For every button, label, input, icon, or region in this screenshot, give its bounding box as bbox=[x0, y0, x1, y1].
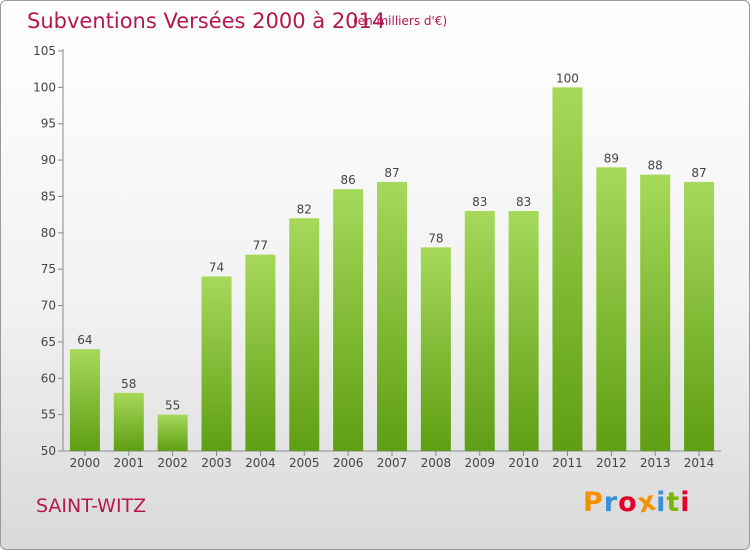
x-tick-label: 2013 bbox=[640, 456, 671, 470]
bar-2002 bbox=[157, 414, 188, 451]
data-label: 82 bbox=[297, 202, 312, 216]
x-tick-label: 2008 bbox=[421, 456, 452, 470]
data-label: 55 bbox=[165, 399, 180, 413]
data-label: 86 bbox=[340, 173, 355, 187]
bars bbox=[69, 87, 715, 452]
axes: 50 55 60 65 70 75 80 85 90 95 100 105 2000 2001 2002 20… bbox=[33, 44, 721, 470]
bar-2013 bbox=[640, 174, 671, 452]
x-tick-label: 2007 bbox=[377, 456, 408, 470]
chart-subtitle: (en milliers d'€) bbox=[353, 14, 448, 28]
bar-2007 bbox=[377, 181, 407, 451]
y-tick-label: 80 bbox=[41, 226, 56, 240]
data-label: 87 bbox=[691, 166, 706, 180]
x-tick-label: 2010 bbox=[508, 456, 539, 470]
y-tick-label: 105 bbox=[33, 44, 56, 58]
data-label: 74 bbox=[209, 260, 224, 274]
x-tick-label: 2000 bbox=[70, 456, 101, 470]
logo-letter: P bbox=[583, 487, 604, 518]
data-label: 58 bbox=[121, 377, 136, 391]
logo-letter: r bbox=[603, 487, 619, 518]
x-tick-label: 2011 bbox=[552, 456, 583, 470]
data-label: 88 bbox=[648, 159, 663, 173]
bar-2012 bbox=[596, 167, 627, 451]
x-tick-label: 2014 bbox=[684, 456, 715, 470]
data-label: 78 bbox=[428, 231, 443, 245]
data-label: 100 bbox=[556, 71, 579, 85]
data-label: 77 bbox=[253, 239, 268, 253]
commune-name: SAINT-WITZ bbox=[36, 495, 147, 517]
y-tick-label: 75 bbox=[41, 262, 56, 276]
bar-2006 bbox=[333, 189, 364, 451]
y-tick-label: 100 bbox=[33, 80, 56, 94]
bar-2005 bbox=[289, 218, 320, 451]
bar-2000 bbox=[69, 349, 100, 451]
y-tick-label: 65 bbox=[41, 335, 56, 349]
x-tick-label: 2012 bbox=[596, 456, 627, 470]
x-tick-label: 2006 bbox=[333, 456, 364, 470]
x-tick-label: 2002 bbox=[157, 456, 188, 470]
x-tick-label: 2001 bbox=[114, 456, 145, 470]
y-tick-label: 60 bbox=[41, 371, 56, 385]
proxiti-logo: Proxiti bbox=[583, 485, 691, 519]
x-tick-label: 2005 bbox=[289, 456, 320, 470]
bar-2001 bbox=[113, 392, 144, 451]
bar-2009 bbox=[464, 211, 495, 451]
y-tick-label: 90 bbox=[41, 153, 56, 167]
data-label: 83 bbox=[472, 195, 487, 209]
x-tick-label: 2003 bbox=[201, 456, 232, 470]
x-tick-label: 2004 bbox=[245, 456, 276, 470]
y-tick-label: 95 bbox=[41, 117, 56, 131]
y-tick-label: 85 bbox=[41, 189, 56, 203]
bar-2011 bbox=[552, 87, 583, 451]
logo-letter: t bbox=[666, 487, 681, 518]
data-label: 83 bbox=[516, 195, 531, 209]
y-tick-label: 55 bbox=[41, 408, 56, 422]
logo-letter: o bbox=[618, 487, 638, 518]
logo-letter: i bbox=[680, 487, 691, 518]
x-tick-label: 2009 bbox=[464, 456, 495, 470]
data-label: 87 bbox=[384, 166, 399, 180]
bar-2010 bbox=[508, 211, 539, 451]
bar-2014 bbox=[684, 181, 715, 451]
bar-2003 bbox=[201, 276, 232, 451]
chart-title: Subventions Versées 2000 à 2014 bbox=[27, 9, 386, 33]
y-tick-label: 70 bbox=[41, 299, 56, 313]
logo-letter: i bbox=[656, 487, 667, 518]
data-label: 89 bbox=[604, 151, 619, 165]
bar-2004 bbox=[245, 254, 276, 451]
data-labels: 64 58 55 74 77 82 86 87 78 83 83 100 89 88 87 bbox=[77, 71, 706, 412]
data-label: 64 bbox=[77, 333, 92, 347]
y-tick-label: 50 bbox=[41, 444, 56, 458]
bar-2008 bbox=[420, 247, 451, 451]
